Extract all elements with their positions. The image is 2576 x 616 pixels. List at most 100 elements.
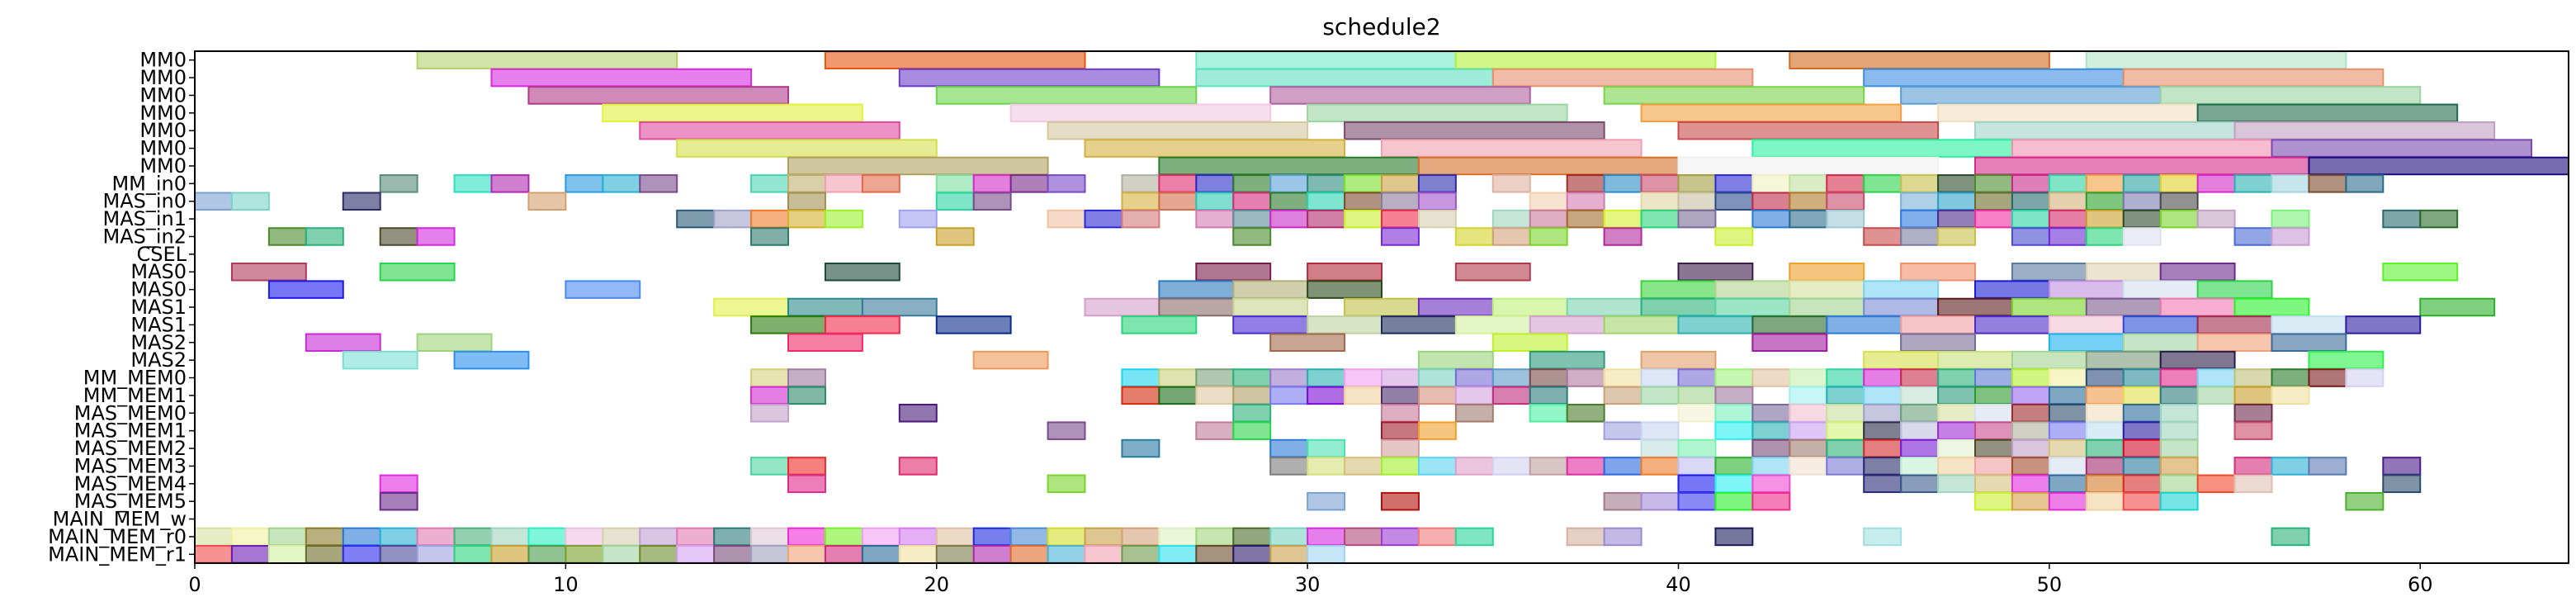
task-bar — [2159, 174, 2199, 193]
task-bar — [2159, 192, 2199, 211]
task-bar — [1121, 438, 1160, 458]
task-bar — [2085, 438, 2125, 458]
task-bar — [1714, 457, 1754, 476]
task-bar — [1826, 174, 1865, 193]
task-bar — [2271, 368, 2310, 387]
task-bar — [1381, 192, 1420, 211]
task-bar — [194, 545, 233, 564]
task-bar — [1491, 174, 1531, 193]
task-bar — [1640, 174, 1680, 193]
task-bar — [2048, 209, 2087, 229]
task-bar — [1900, 368, 1940, 387]
y-tick-label: MM_MEM1 — [83, 384, 187, 407]
task-bar — [1789, 209, 1828, 229]
task-bar — [2011, 474, 2050, 494]
y-tick-label: MAS_MEM5 — [74, 490, 187, 513]
task-bar — [2048, 368, 2087, 387]
task-bar — [935, 315, 1012, 334]
task-bar — [267, 527, 307, 547]
task-bar — [1603, 315, 1680, 334]
task-bar — [267, 545, 307, 564]
task-bar — [2011, 139, 2273, 158]
task-bar — [2271, 333, 2347, 353]
task-bar — [1344, 368, 1383, 387]
task-bar — [1454, 227, 1494, 246]
task-bar — [1084, 527, 1123, 547]
task-bar — [2011, 457, 2050, 476]
task-bar — [2048, 192, 2087, 211]
task-bar — [1158, 280, 1235, 299]
y-tick-label: MAIN_MEM_w — [53, 508, 187, 531]
task-bar — [2011, 209, 2050, 229]
task-bar — [527, 86, 789, 105]
task-bar — [1603, 457, 1642, 476]
task-bar — [2085, 457, 2125, 476]
task-bar — [2085, 209, 2125, 229]
task-bar — [1269, 527, 1309, 547]
task-bar — [1084, 545, 1123, 564]
task-bar — [1863, 421, 1902, 440]
task-bar — [935, 545, 975, 564]
task-bar — [2011, 421, 2050, 440]
task-bar — [1974, 491, 2013, 511]
task-bar — [527, 527, 567, 547]
task-bar — [2271, 457, 2310, 476]
task-bar — [1381, 421, 1420, 440]
y-tick-label: MAS_MEM4 — [74, 472, 187, 495]
task-bar — [1900, 227, 1940, 246]
task-bar — [2159, 404, 2199, 423]
task-bar — [2159, 262, 2236, 282]
task-bar — [1344, 297, 1420, 317]
task-bar — [1751, 438, 1791, 458]
task-bar — [787, 297, 863, 317]
task-bar — [972, 174, 1012, 193]
task-bar — [1640, 457, 1680, 476]
task-bar — [305, 545, 344, 564]
task-bar — [1826, 192, 1865, 211]
task-bar — [2159, 350, 2236, 370]
task-bar — [2011, 350, 2087, 370]
task-bar — [935, 192, 975, 211]
task-bar — [787, 457, 826, 476]
task-bar — [713, 545, 753, 564]
chart-title: schedule2 — [1322, 13, 1440, 40]
task-bar — [1529, 192, 1568, 211]
task-bar — [1121, 368, 1160, 387]
task-bar — [2085, 50, 2347, 69]
y-tick-label: MAS2 — [130, 331, 187, 354]
task-bar — [1566, 174, 1605, 193]
task-bar — [1974, 192, 2013, 211]
y-tick-label: MAS1 — [130, 313, 187, 336]
task-bar — [2196, 333, 2273, 353]
task-bar — [1232, 404, 1272, 423]
task-bar — [1900, 386, 1940, 405]
task-bar — [1047, 474, 1086, 494]
task-bar — [639, 545, 678, 564]
y-tick-label: MM0 — [139, 102, 187, 125]
task-bar — [1529, 315, 1605, 334]
task-bar — [935, 86, 1198, 105]
task-bar — [527, 192, 567, 211]
task-bar — [1344, 457, 1383, 476]
task-bar — [750, 545, 789, 564]
task-bar — [1826, 386, 1865, 405]
task-bar — [1900, 474, 1940, 494]
y-tick-label: MM0 — [139, 119, 187, 142]
task-bar — [1009, 174, 1049, 193]
task-bar — [1826, 421, 1865, 440]
task-bar — [379, 527, 418, 547]
task-bar — [1491, 368, 1531, 387]
task-bar — [1269, 209, 1309, 229]
y-tick-label: MAS0 — [130, 260, 187, 283]
task-bar — [1454, 368, 1494, 387]
task-bar — [1603, 527, 1642, 547]
task-bar — [1863, 368, 1902, 387]
task-bar — [1307, 103, 1568, 123]
y-tick-label: MAS_MEM1 — [74, 419, 187, 443]
task-bar — [2048, 421, 2087, 440]
task-bar — [972, 545, 1012, 564]
x-tick-label: 10 — [553, 573, 579, 596]
task-bar — [602, 174, 641, 193]
task-bar — [602, 527, 641, 547]
task-bar — [1529, 227, 1568, 246]
